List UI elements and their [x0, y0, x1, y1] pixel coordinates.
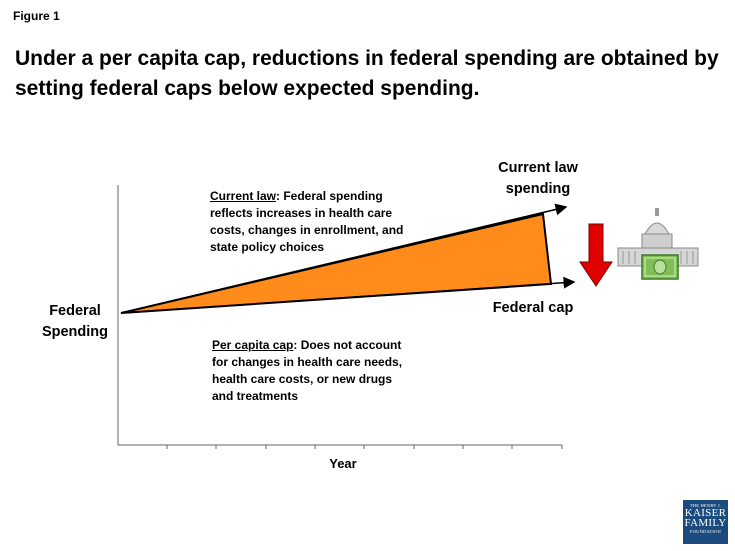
- logo-line3: FAMILY: [684, 517, 727, 529]
- figure-title: Under a per capita cap, reductions in fe…: [15, 47, 719, 100]
- federal-cap-label: Federal cap: [492, 300, 574, 316]
- x-axis-label: Year: [329, 456, 357, 471]
- current-law-trend-arrow: [120, 203, 568, 314]
- x-axis-ticks: [166, 445, 563, 449]
- reduction-arrow-icon: [579, 223, 613, 287]
- current-law-label-line2: spending: [505, 181, 571, 197]
- kaiser-family-foundation-logo: THE HENRY J. KAISER FAMILY FOUNDATION: [683, 500, 728, 544]
- logo-line4: FOUNDATION: [690, 529, 721, 534]
- federal-cap-trend-arrow: [120, 276, 576, 314]
- per-capita-note-text: : Does not account for changes in health…: [212, 338, 403, 403]
- current-law-note-heading: Current law: [210, 189, 277, 203]
- figure-label: Figure 1: [13, 9, 60, 23]
- y-axis-label-line1: Federal: [49, 303, 101, 319]
- capitol-money-icon: [617, 208, 699, 280]
- current-law-note: Current law: Federal spending reflects i…: [210, 188, 405, 256]
- y-axis-label: Federal Spending: [33, 301, 117, 343]
- per-capita-note: Per capita cap: Does not account for cha…: [212, 337, 412, 405]
- current-law-label-line1: Current law: [498, 160, 578, 176]
- logo-line2: KAISER: [684, 507, 727, 519]
- current-law-spending-label: Current law spending: [478, 158, 598, 200]
- y-axis-label-line2: Spending: [41, 324, 109, 340]
- per-capita-note-heading: Per capita cap: [212, 338, 294, 352]
- logo-line1: THE HENRY J.: [689, 503, 722, 508]
- current-law-note-text: : Federal spending reflects increases in…: [210, 189, 404, 254]
